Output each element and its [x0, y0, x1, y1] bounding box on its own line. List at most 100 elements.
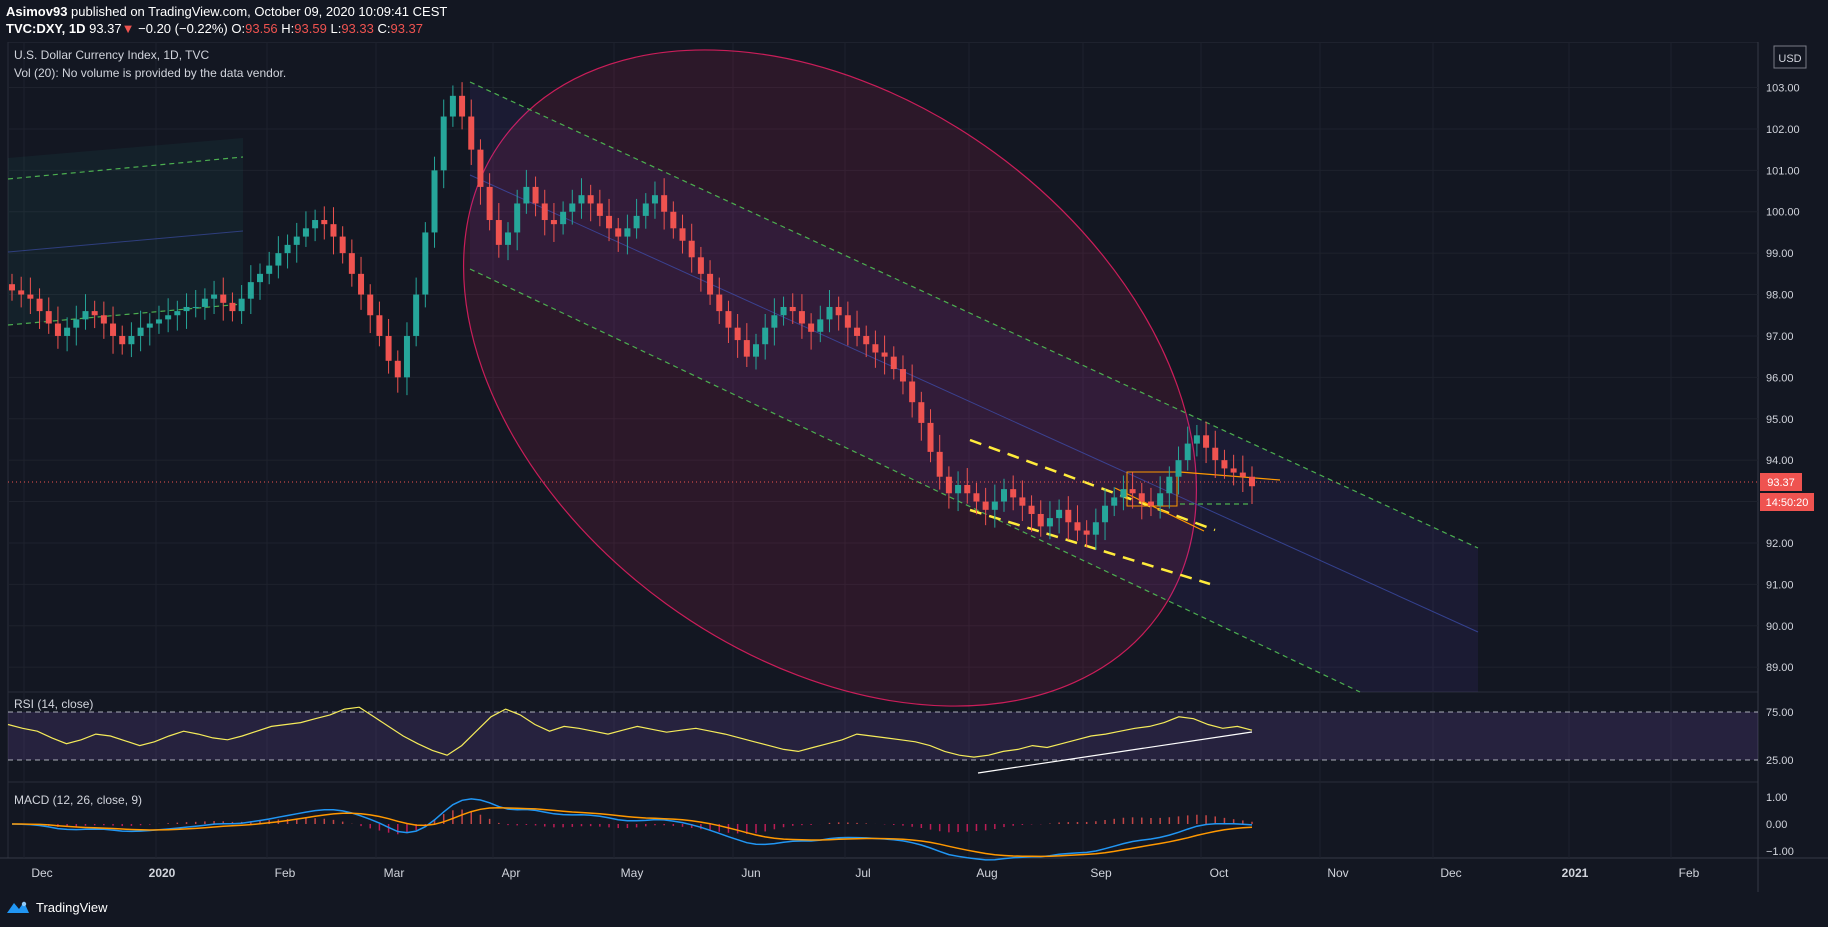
candle-body[interactable] — [1037, 513, 1044, 527]
main-pane[interactable] — [7, 42, 1759, 693]
candle-body[interactable] — [688, 240, 695, 258]
macd-pane[interactable] — [7, 781, 1759, 859]
left-channel-upper[interactable] — [7, 156, 244, 180]
candle-body[interactable] — [808, 323, 815, 332]
candle-body[interactable] — [495, 220, 502, 245]
candle-body[interactable] — [413, 294, 420, 336]
candle-body[interactable] — [1074, 522, 1081, 531]
candle-body[interactable] — [1147, 501, 1154, 506]
candle-body[interactable] — [1221, 460, 1228, 469]
candle-body[interactable] — [927, 422, 934, 452]
candle-body[interactable] — [1166, 476, 1173, 494]
candle-body[interactable] — [541, 203, 548, 221]
channel-lower-line[interactable] — [469, 268, 1361, 693]
candle-body[interactable] — [128, 335, 135, 345]
candle-body[interactable] — [358, 273, 365, 295]
price-axis[interactable]: 103.00 102.00 101.00 100.00 99.00 98.00 97.00 9… — [1766, 83, 1800, 858]
candle-body[interactable] — [514, 203, 521, 233]
orange-range-box[interactable] — [1126, 471, 1178, 507]
orange-trendline[interactable] — [1114, 487, 1205, 532]
candle-body[interactable] — [661, 195, 668, 212]
candle-body[interactable] — [1056, 509, 1063, 519]
candle-body[interactable] — [64, 327, 71, 336]
candle-body[interactable] — [909, 381, 916, 403]
candle-body[interactable] — [596, 203, 603, 216]
candle-body[interactable] — [872, 344, 879, 353]
candle-body[interactable] — [835, 306, 842, 316]
candle-body[interactable] — [183, 306, 190, 312]
rsi-line[interactable] — [7, 706, 1253, 758]
candle-body[interactable] — [606, 215, 613, 229]
candle-body[interactable] — [991, 501, 998, 510]
candle-body[interactable] — [266, 265, 273, 274]
candle-body[interactable] — [707, 273, 714, 295]
candle-body[interactable] — [339, 236, 346, 254]
orange-flag-line[interactable] — [1179, 471, 1281, 481]
author-name[interactable]: Asimov93 — [6, 4, 68, 19]
candle-body[interactable] — [477, 149, 484, 187]
inner-channel-upper[interactable] — [969, 438, 1216, 532]
candle-body[interactable] — [973, 493, 980, 502]
candle-body[interactable] — [615, 228, 622, 237]
candle-body[interactable] — [1157, 493, 1164, 506]
candle-body[interactable] — [743, 340, 750, 357]
candle-body[interactable] — [119, 335, 126, 345]
candle-body[interactable] — [789, 306, 796, 312]
candle-body[interactable] — [36, 298, 43, 312]
candle-body[interactable] — [1175, 460, 1182, 477]
candle-body[interactable] — [826, 306, 833, 320]
candle-body[interactable] — [532, 186, 539, 204]
candle-body[interactable] — [762, 327, 769, 345]
macd-signal-line[interactable] — [12, 806, 1253, 858]
candle-body[interactable] — [817, 319, 824, 332]
candle-body[interactable] — [201, 298, 208, 307]
candle-body[interactable] — [550, 220, 557, 225]
candle-body[interactable] — [229, 302, 236, 312]
candle-body[interactable] — [1083, 530, 1090, 535]
candle-body[interactable] — [890, 356, 897, 370]
candle-body[interactable] — [238, 298, 245, 312]
candle-body[interactable] — [918, 402, 925, 423]
candle-body[interactable] — [110, 323, 117, 336]
candle-body[interactable] — [569, 203, 576, 212]
candle-body[interactable] — [1129, 489, 1136, 494]
candle-body[interactable] — [1019, 497, 1026, 506]
candle-body[interactable] — [449, 95, 456, 117]
chart-canvas[interactable]: U.S. Dollar Currency Index, 1D, TVC Vol … — [0, 42, 1828, 892]
candle-body[interactable] — [440, 116, 447, 171]
candle-body[interactable] — [899, 369, 906, 382]
candle-body[interactable] — [697, 257, 704, 274]
candle-body[interactable] — [54, 323, 61, 336]
candle-body[interactable] — [486, 186, 493, 221]
time-axis[interactable]: Dec 2020 Feb Mar Apr May Jun Jul Aug Sep Oct Nov Dec… — [31, 866, 1699, 880]
candle-body[interactable] — [1239, 472, 1246, 477]
candle-body[interactable] — [1230, 468, 1237, 473]
candle-body[interactable] — [45, 311, 52, 324]
candle-body[interactable] — [1111, 497, 1118, 506]
candle-body[interactable] — [9, 284, 15, 291]
candle-body[interactable] — [431, 170, 438, 233]
candle-body[interactable] — [165, 315, 172, 320]
candle-body[interactable] — [385, 335, 392, 361]
candle-body[interactable] — [753, 344, 759, 357]
candle-body[interactable] — [1249, 476, 1255, 487]
candle-body[interactable] — [633, 215, 640, 229]
candle-body[interactable] — [964, 484, 971, 494]
candle-body[interactable] — [560, 211, 567, 225]
candle-body[interactable] — [367, 294, 374, 316]
candle-body[interactable] — [394, 360, 401, 378]
candle-body[interactable] — [523, 186, 530, 204]
candle-body[interactable] — [137, 327, 144, 336]
candle-body[interactable] — [91, 311, 98, 316]
rsi-trendline[interactable] — [977, 731, 1253, 774]
candle-body[interactable] — [1046, 518, 1053, 527]
candle-body[interactable] — [82, 311, 89, 320]
candle-body[interactable] — [174, 311, 181, 316]
currency-box[interactable] — [1773, 45, 1807, 69]
candle-body[interactable] — [578, 195, 585, 204]
candle-body[interactable] — [1010, 489, 1017, 498]
candle-body[interactable] — [1193, 435, 1200, 444]
candle-body[interactable] — [27, 294, 34, 299]
tradingview-brand[interactable]: TradingView — [6, 899, 108, 915]
candle-body[interactable] — [1065, 509, 1072, 523]
